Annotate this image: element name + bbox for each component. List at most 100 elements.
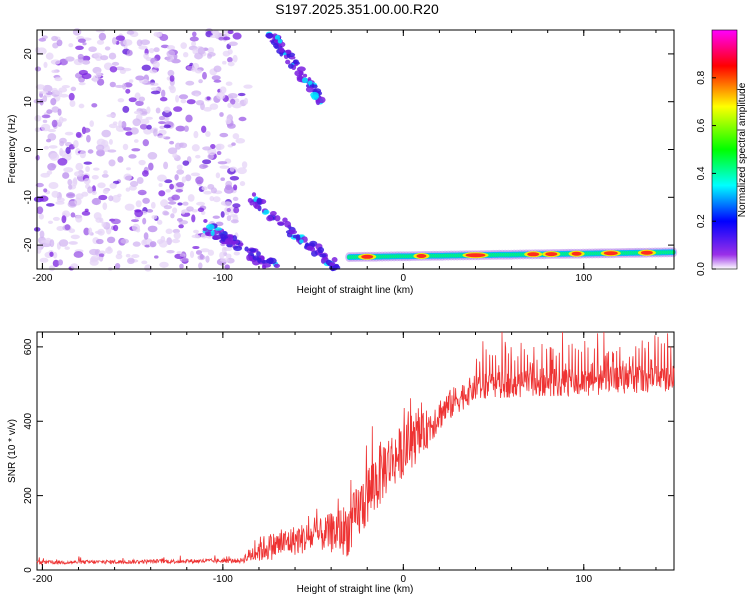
streak-blob — [273, 43, 279, 49]
spectrogram-x-tick-label: 0 — [401, 273, 407, 284]
noise-blob — [243, 97, 249, 105]
spectrogram-x-tick-label: 100 — [575, 273, 592, 284]
streak-blob — [306, 245, 314, 251]
noise-blob — [219, 132, 229, 138]
noise-blob — [183, 125, 189, 132]
noise-blob — [128, 79, 134, 83]
noise-blob — [56, 197, 65, 203]
line-hot-red — [545, 252, 558, 257]
noise-blob — [40, 123, 51, 132]
streak-blob — [249, 248, 257, 253]
colorbar-tick-label: 0.6 — [696, 118, 707, 132]
noise-blob — [212, 196, 221, 203]
noise-blob — [175, 125, 186, 132]
noise-blob — [123, 127, 132, 131]
snr-y-ticks: 0 200 400 600 — [23, 338, 674, 573]
streak-blob — [265, 32, 274, 39]
noise-blob — [82, 55, 91, 62]
noise-blob — [93, 167, 100, 171]
noise-blob — [191, 67, 197, 72]
noise-blob — [114, 263, 121, 269]
noise-blob — [49, 239, 55, 248]
colorbar-ticks: 0.0 0.2 0.4 0.6 0.8 — [696, 70, 716, 276]
noise-blob — [195, 250, 203, 255]
noise-blob — [212, 215, 220, 219]
streak-blob — [273, 263, 281, 269]
noise-blob — [180, 98, 187, 104]
noise-blob — [144, 264, 152, 272]
noise-blob — [197, 47, 206, 55]
noise-blob — [133, 139, 139, 143]
noise-blob — [220, 211, 225, 218]
noise-blob — [47, 162, 56, 171]
streak-blob — [224, 238, 232, 245]
streak-blob — [282, 217, 288, 223]
noise-blob — [72, 28, 82, 36]
noise-blob — [207, 47, 215, 54]
colorbar-tick-label: 0.0 — [696, 262, 707, 276]
noise-blob — [153, 128, 158, 137]
noise-blob — [227, 49, 233, 55]
noise-blob — [38, 213, 44, 220]
noise-blob — [136, 176, 144, 185]
noise-blob — [126, 49, 133, 56]
noise-blob — [153, 47, 160, 53]
noise-blob — [178, 94, 189, 100]
noise-blob — [163, 106, 171, 113]
noise-blob — [224, 212, 230, 216]
snr-panel: -200 -100 0 100 0 200 400 600 Height of straig… — [7, 331, 675, 595]
noise-blob — [137, 189, 147, 196]
noise-blob — [148, 162, 154, 171]
noise-blob — [215, 143, 222, 151]
noise-blob — [70, 263, 79, 269]
noise-blob — [226, 123, 236, 129]
chart-title: S197.2025.351.00.00.R20 — [275, 1, 439, 17]
spectrogram-y-axis-label: Frequency (Hz) — [7, 115, 18, 184]
noise-blob — [68, 184, 73, 190]
noise-blob — [234, 98, 240, 104]
noise-blob — [149, 241, 157, 248]
noise-blob — [156, 219, 163, 225]
noise-blob — [125, 88, 131, 94]
streak-blob — [319, 253, 327, 258]
noise-blob — [220, 177, 225, 181]
spectrogram-x-ticks: -200 -100 0 100 — [32, 30, 657, 284]
noise-blob — [239, 181, 246, 187]
noise-blob — [122, 105, 130, 113]
noise-blob — [51, 190, 59, 198]
noise-blob — [54, 90, 63, 96]
noise-blob — [216, 91, 226, 100]
noise-blob — [138, 45, 148, 50]
noise-blob — [98, 253, 105, 258]
noise-blob — [233, 251, 241, 256]
noise-blob — [195, 176, 204, 185]
spectrogram-x-tick-label: -100 — [213, 273, 233, 284]
noise-blob — [47, 220, 54, 224]
streak-blob — [232, 235, 238, 242]
noise-blob — [179, 263, 184, 270]
noise-blob — [135, 75, 145, 81]
streak-blob — [251, 192, 257, 197]
noise-blob — [158, 116, 165, 121]
noise-blob — [56, 226, 65, 231]
noise-blob — [177, 202, 183, 206]
noise-blob — [179, 257, 189, 262]
noise-blob — [88, 46, 97, 53]
snr-x-tick-label: 0 — [401, 574, 407, 585]
streak-blob — [276, 221, 285, 226]
streak-blob — [274, 215, 281, 222]
noise-blob — [132, 241, 141, 247]
spectrogram-y-tick-label: 0 — [23, 146, 34, 152]
streak-blob — [247, 198, 253, 203]
noise-blob — [166, 237, 173, 246]
noise-blob — [39, 230, 45, 239]
noise-blob — [160, 235, 166, 243]
noise-blob — [65, 192, 76, 199]
noise-blob — [227, 61, 235, 67]
noise-blob — [38, 37, 47, 42]
noise-blob — [61, 84, 70, 89]
noise-blob — [229, 175, 240, 181]
noise-blob — [152, 60, 160, 69]
colorbar: 0.0 0.2 0.4 0.6 0.8 Normalized spectral ampl… — [696, 29, 748, 276]
